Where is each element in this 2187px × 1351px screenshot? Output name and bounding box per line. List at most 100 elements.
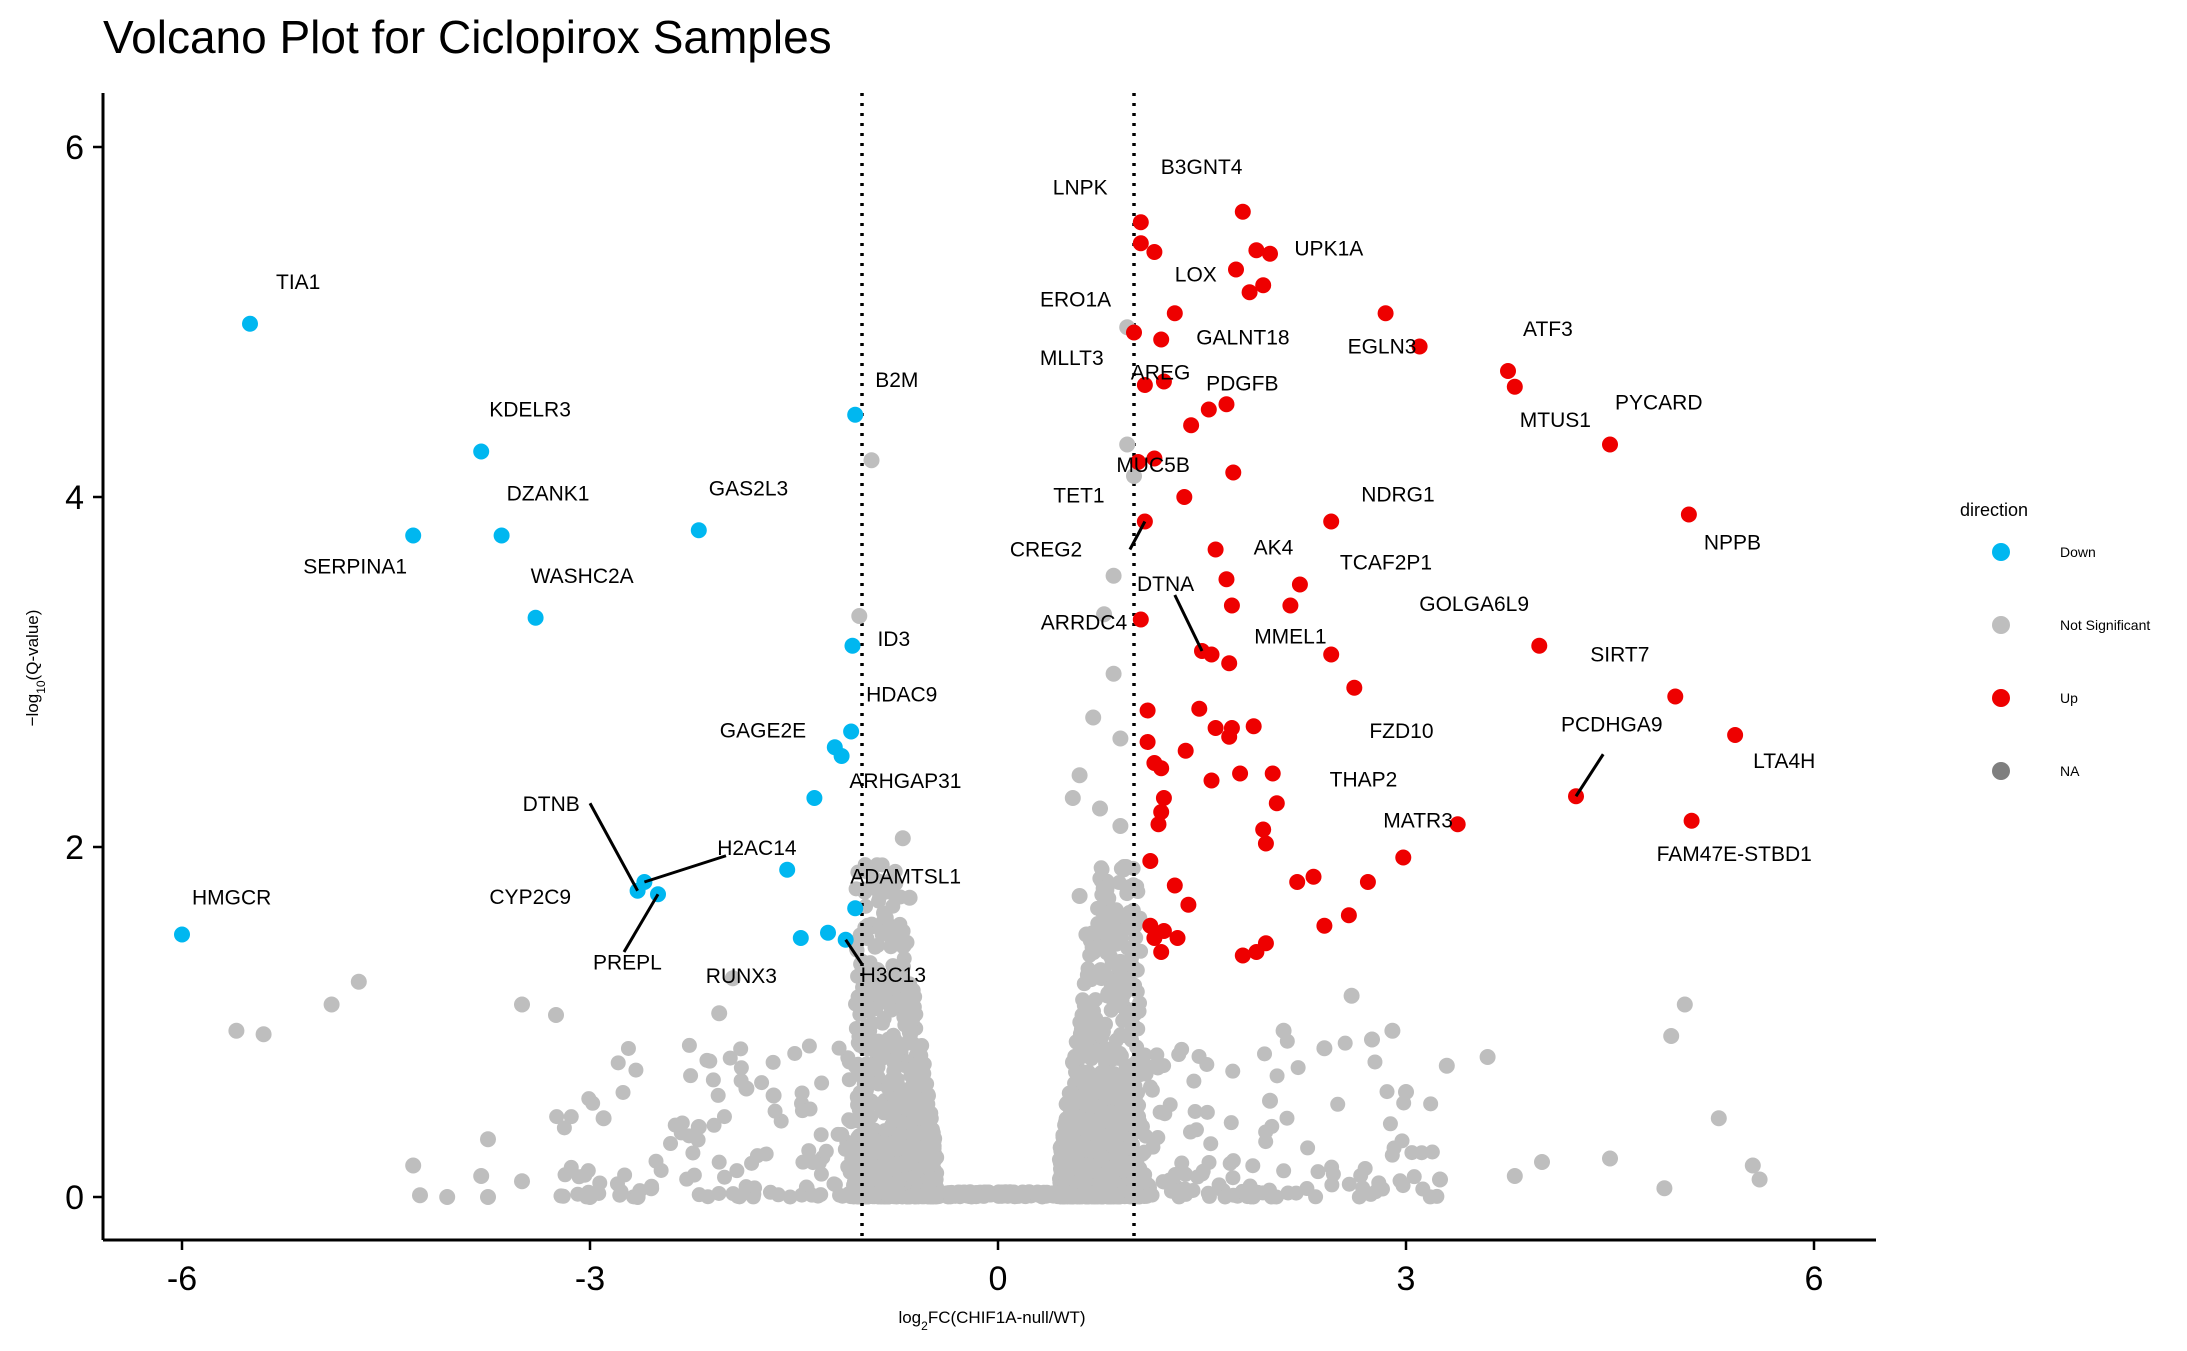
background-point <box>1199 1104 1215 1120</box>
point-not-significant <box>595 1110 612 1127</box>
background-point <box>557 1167 573 1183</box>
gene-label: DZANK1 <box>507 483 590 506</box>
point-not-significant <box>894 830 911 847</box>
background-point <box>1156 1058 1172 1074</box>
background-point <box>869 857 885 873</box>
background-point <box>918 1091 934 1107</box>
point-not-significant <box>1438 1057 1455 1074</box>
background-point <box>855 994 871 1010</box>
background-point <box>754 1075 770 1091</box>
background-point <box>553 1188 569 1204</box>
gene-label: NPPB <box>1704 532 1761 555</box>
point-up <box>1136 377 1153 393</box>
background-point <box>888 968 904 984</box>
background-point <box>1203 1136 1219 1152</box>
gene-label: ERO1A <box>1040 289 1111 312</box>
background-point <box>1225 1063 1241 1079</box>
background-point <box>1111 1103 1127 1119</box>
point-up <box>1132 214 1149 231</box>
background-point <box>901 997 917 1013</box>
gene-label: CYP2C9 <box>489 886 571 909</box>
background-point <box>620 1040 636 1056</box>
background-point <box>1174 1041 1190 1057</box>
background-point <box>1133 943 1149 959</box>
background-point <box>1269 1068 1285 1084</box>
point-down <box>473 443 490 460</box>
background-point <box>1120 1139 1136 1155</box>
background-point <box>733 1041 749 1057</box>
background-point <box>857 920 873 936</box>
point-not-significant <box>643 1180 660 1197</box>
background-point <box>1097 885 1113 901</box>
background-point <box>1395 1178 1411 1194</box>
point-not-significant <box>1343 987 1360 1004</box>
gene-label: TCAF2P1 <box>1340 552 1432 575</box>
point-up <box>1155 373 1172 390</box>
background-point <box>1068 1064 1084 1080</box>
point-not-significant <box>228 1022 245 1039</box>
point-up <box>1153 760 1170 777</box>
background-point <box>892 1087 908 1103</box>
background-point <box>1092 963 1108 979</box>
point-up <box>1680 506 1697 523</box>
background-point <box>1217 1189 1233 1205</box>
background-point <box>846 1168 862 1184</box>
point-up <box>1232 765 1249 782</box>
background-point <box>831 1040 847 1056</box>
point-not-significant <box>1096 606 1113 623</box>
background-point <box>765 1054 781 1070</box>
background-point <box>1028 1185 1044 1201</box>
background-point <box>1118 859 1134 875</box>
background-point <box>902 976 918 992</box>
background-point <box>889 1100 905 1116</box>
background-point <box>1058 1141 1074 1157</box>
background-point <box>1039 1184 1055 1200</box>
point-up <box>1241 284 1258 301</box>
point-not-significant <box>863 452 880 469</box>
background-point <box>1371 1175 1387 1191</box>
background-point <box>852 1097 868 1113</box>
point-up <box>1130 454 1147 470</box>
background-point <box>1093 1065 1109 1081</box>
legend-item-not-significant: Not Significant <box>1960 616 2180 689</box>
point-down <box>806 790 823 806</box>
background-point <box>691 1187 707 1203</box>
background-point <box>615 1084 631 1100</box>
background-point <box>795 1154 811 1170</box>
point-up <box>1176 489 1193 505</box>
point-up <box>1506 378 1523 395</box>
legend-item-down: Down <box>1960 543 2180 616</box>
point-up <box>1377 305 1394 322</box>
legend-label-up: Up <box>2060 690 2078 706</box>
point-not-significant <box>439 1189 456 1205</box>
background-point <box>886 1115 902 1131</box>
point-not-significant <box>1398 1084 1414 1100</box>
background-point <box>1288 1185 1304 1201</box>
point-not-significant <box>711 1005 728 1022</box>
gene-label: UPK1A <box>1294 237 1363 260</box>
background-point <box>1187 1104 1203 1120</box>
gene-label: ADAMTSL1 <box>850 865 961 888</box>
point-up <box>1340 907 1357 924</box>
background-point <box>834 1126 850 1142</box>
gene-label: AREG <box>1131 362 1191 385</box>
background-point <box>1137 1047 1153 1063</box>
point-up <box>1177 742 1194 759</box>
gene-label: ID3 <box>877 628 910 651</box>
gene-label: GAGE2E <box>720 719 806 742</box>
background-point <box>899 1156 915 1172</box>
background-point <box>1386 1140 1402 1156</box>
background-point <box>570 1186 586 1202</box>
x-tick-label: -3 <box>575 1260 605 1298</box>
background-point <box>1337 1035 1353 1051</box>
background-point <box>846 1187 862 1203</box>
background-point <box>862 1148 878 1164</box>
background-point <box>841 1072 857 1088</box>
background-point <box>888 1157 904 1173</box>
y-tick-label: 0 <box>65 1179 84 1217</box>
background-point <box>887 1186 903 1202</box>
label-connectors <box>588 520 1605 966</box>
gene-label: EGLN3 <box>1348 335 1417 358</box>
background-point <box>787 1045 803 1061</box>
